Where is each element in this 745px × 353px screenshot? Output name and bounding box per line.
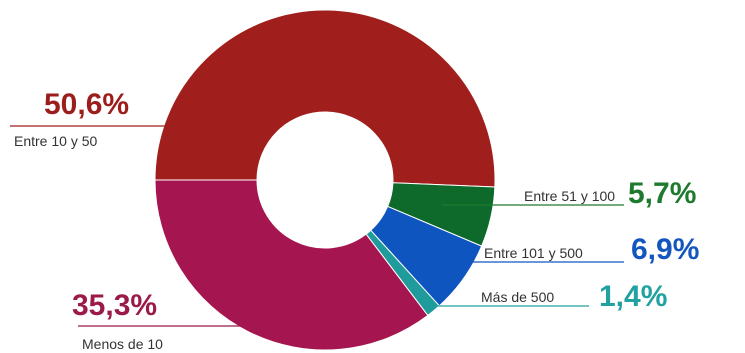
- data-label-entre-51-y-100: 5,7%: [628, 177, 696, 210]
- data-label-entre-101-y-500: 6,9%: [631, 233, 699, 266]
- category-label-entre-51-y-100: Entre 51 y 100: [524, 188, 615, 204]
- slice-entre-10-y-50: [154, 9, 496, 188]
- data-label-entre-10-y-50: 50,6%: [44, 88, 129, 121]
- slice-menos-de-10: [154, 179, 429, 351]
- donut-slices: [154, 9, 496, 351]
- data-label-mas-de-500: 1,4%: [599, 280, 667, 313]
- category-label-entre-101-y-500: Entre 101 y 500: [484, 245, 583, 261]
- category-label-mas-de-500: Más de 500: [481, 289, 554, 305]
- category-label-entre-10-y-50: Entre 10 y 50: [14, 133, 97, 149]
- category-label-menos-de-10: Menos de 10: [82, 336, 163, 352]
- data-label-menos-de-10: 35,3%: [72, 289, 157, 322]
